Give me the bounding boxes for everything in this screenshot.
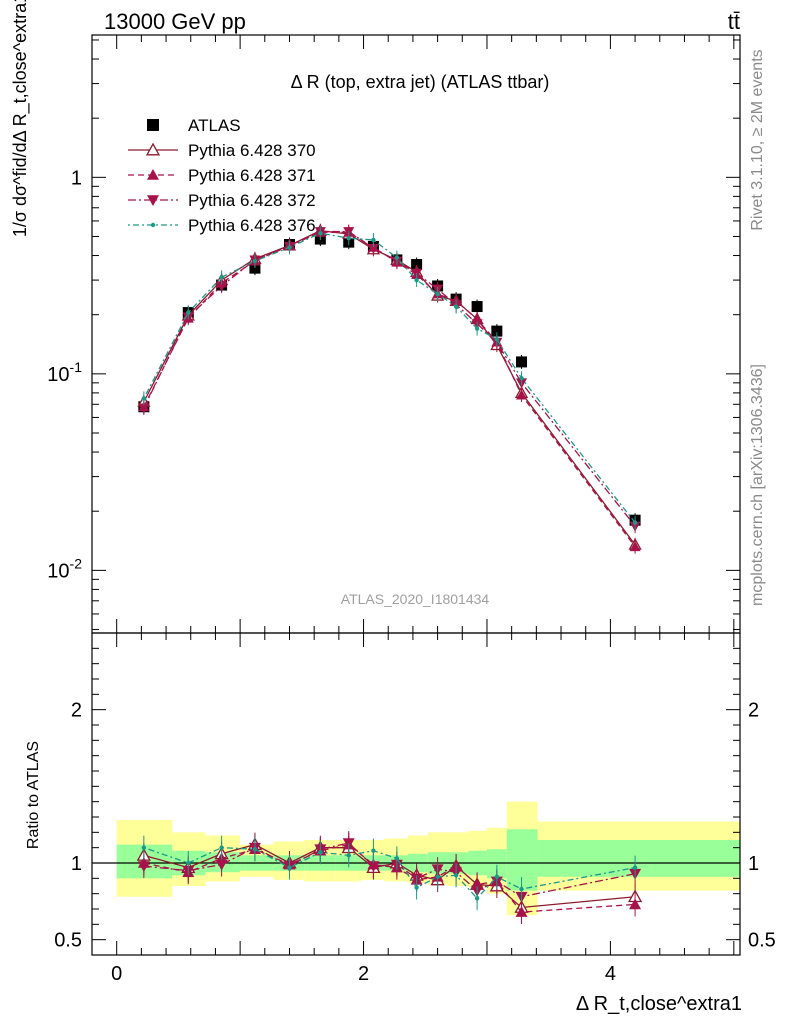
main-y-axis-label: 1/σ dσ^fid/dΔ R_t,close^extra1 — [10, 0, 31, 237]
main-series-line-3 — [143, 230, 636, 527]
ratio-xtick-label: 0 — [111, 963, 122, 985]
ratio-point-3 — [219, 845, 224, 850]
ratio-point-3 — [519, 886, 524, 892]
ratio-point-1 — [629, 898, 642, 910]
ratio-ytick-label-left: 1 — [71, 853, 82, 875]
x-axis-label: Δ R_t,close^extra1 — [576, 993, 742, 1015]
legend-label-0: ATLAS — [188, 116, 241, 135]
ratio-point-3 — [371, 848, 376, 853]
legend-label-4: Pythia 6.428 376 — [188, 216, 316, 235]
ratio-point-3 — [287, 865, 292, 870]
ratio-point-3 — [346, 853, 351, 858]
main-point-4 — [632, 520, 638, 525]
main-point-4 — [394, 255, 400, 260]
ratio-point-3 — [474, 896, 480, 901]
main-point-3 — [138, 403, 150, 414]
watermark: ATLAS_2020_I1801434 — [341, 591, 490, 607]
legend-marker-4 — [150, 222, 156, 228]
main-point-4 — [219, 275, 224, 280]
legend-marker-2 — [147, 169, 159, 180]
header-right: tt̄ — [728, 9, 740, 34]
main-point-2 — [516, 389, 528, 400]
legend-label-2: Pythia 6.428 371 — [188, 166, 316, 185]
main-point-0 — [471, 301, 483, 313]
ratio-series-line-1 — [143, 843, 636, 913]
main-point-4 — [519, 376, 524, 381]
main-ytick-label: 10-1 — [47, 359, 82, 386]
ratio-point-3 — [318, 850, 323, 855]
ratio-xtick-label: 4 — [605, 963, 616, 985]
ratio-ticks: 0.5 0.5 1 1 2 2 0 2 4 — [54, 632, 776, 985]
legend: ATLAS Pythia 6.428 370 Pythia 6.428 371 Pyt… — [128, 116, 316, 235]
main-point-4 — [318, 230, 323, 236]
legend-label-3: Pythia 6.428 372 — [188, 191, 316, 210]
rivet-label: Rivet 3.1.10, ≥ 2M events — [749, 49, 766, 230]
ratio-point-3 — [394, 856, 400, 861]
ratio-bands — [92, 801, 740, 916]
main-point-4 — [494, 337, 500, 342]
main-point-0 — [249, 262, 261, 274]
ratio-ytick-label-left: 2 — [71, 700, 82, 722]
ratio-point-3 — [435, 874, 440, 879]
main-point-2 — [629, 541, 641, 552]
main-ytick-label: 1 — [71, 167, 82, 189]
ratio-point-2 — [137, 861, 150, 873]
main-point-4 — [435, 291, 440, 297]
legend-marker-3 — [147, 195, 159, 206]
main-point-4 — [453, 304, 459, 309]
main-series-line-4 — [143, 232, 636, 524]
ratio-point-3 — [453, 873, 459, 878]
main-point-4 — [252, 258, 258, 264]
ratio-band-green-14 — [506, 829, 538, 891]
ratio-ytick-label-right: 2 — [748, 700, 759, 722]
mcplots-label: mcplots.cern.ch [arXiv:1306.3436] — [749, 364, 766, 606]
ratio-point-3 — [414, 885, 419, 890]
ratio-series-line-2 — [143, 842, 636, 898]
legend-marker-1 — [145, 142, 161, 156]
ratio-point-3 — [141, 845, 147, 850]
ratio-point-2 — [215, 859, 228, 871]
main-point-4 — [371, 237, 376, 243]
header-left: 13000 GeV pp — [104, 9, 246, 34]
ratio-series-line-3 — [143, 847, 636, 900]
ratio-ytick-label-right: 0.5 — [748, 930, 776, 952]
main-point-0 — [491, 325, 503, 337]
main-point-3 — [216, 281, 228, 292]
main-ytick-label: 10-2 — [47, 555, 82, 582]
legend-label-1: Pythia 6.428 370 — [188, 141, 316, 160]
ratio-point-3 — [494, 874, 500, 879]
main-panel — [92, 35, 740, 633]
ratio-band-green-13 — [486, 849, 507, 879]
main-point-0 — [411, 259, 423, 271]
main-marks — [137, 223, 642, 554]
main-point-4 — [186, 310, 191, 315]
ratio-point-3 — [252, 847, 258, 852]
ratio-ytick-label-left: 0.5 — [54, 930, 82, 952]
main-point-0 — [516, 356, 528, 368]
main-point-4 — [287, 245, 292, 250]
main-point-4 — [474, 326, 480, 331]
main-point-4 — [414, 277, 419, 283]
main-title: Δ R (top, extra jet) (ATLAS ttbar) — [291, 72, 550, 92]
ratio-marks — [136, 831, 643, 925]
ratio-point-3 — [632, 865, 638, 870]
ratio-series-line-0 — [143, 843, 636, 909]
main-plot-area — [92, 35, 740, 633]
main-point-3 — [367, 243, 379, 254]
ratio-y-axis-label: Ratio to ATLAS — [25, 741, 42, 849]
ratio-xtick-label: 2 — [358, 963, 369, 985]
ratio-point-3 — [186, 860, 191, 866]
ratio-ytick-label-right: 1 — [748, 853, 759, 875]
ratio-point-1 — [515, 906, 528, 917]
ratio-point-2 — [367, 861, 380, 873]
main-point-4 — [141, 396, 147, 401]
legend-marker-0 — [147, 119, 159, 131]
ratio-frame — [91, 632, 741, 956]
main-point-4 — [346, 236, 351, 241]
